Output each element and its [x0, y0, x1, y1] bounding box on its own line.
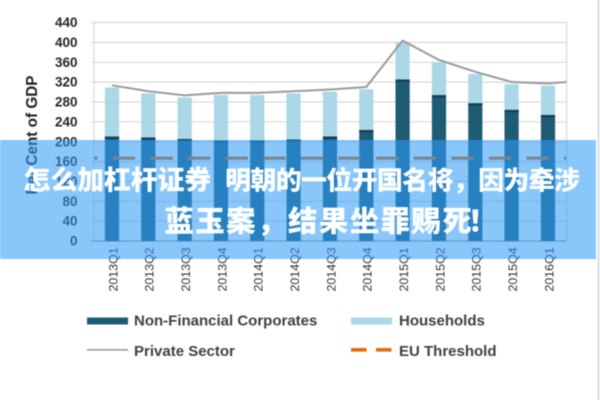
svg-text:Non-Financial Corporates: Non-Financial Corporates — [134, 313, 317, 330]
svg-text:360: 360 — [55, 55, 78, 70]
svg-text:Households: Households — [399, 313, 485, 330]
svg-text:320: 320 — [55, 75, 78, 90]
svg-text:440: 440 — [55, 15, 78, 30]
svg-text:240: 240 — [55, 114, 78, 129]
svg-text:EU Threshold: EU Threshold — [399, 343, 497, 360]
svg-text:280: 280 — [55, 95, 78, 110]
svg-text:400: 400 — [55, 35, 78, 50]
svg-text:Private Sector: Private Sector — [134, 343, 235, 360]
